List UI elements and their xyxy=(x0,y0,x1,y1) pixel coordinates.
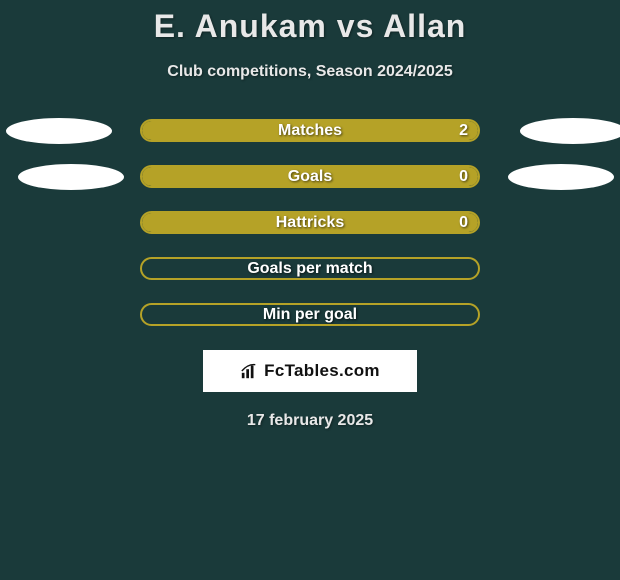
player-left-marker xyxy=(18,164,124,190)
stat-row-goals-per-match: Goals per match xyxy=(0,257,620,280)
stat-bar: Matches 2 xyxy=(140,119,480,142)
date-label: 17 february 2025 xyxy=(0,412,620,430)
stat-rows: Matches 2 Goals 0 Hattricks 0 xyxy=(0,119,620,326)
page-title: E. Anukam vs Allan xyxy=(0,8,620,45)
stat-row-matches: Matches 2 xyxy=(0,119,620,142)
stat-label: Goals per match xyxy=(247,260,372,278)
stat-value: 2 xyxy=(459,122,468,140)
player-right-marker xyxy=(508,164,614,190)
infographic-container: E. Anukam vs Allan Club competitions, Se… xyxy=(0,0,620,430)
stat-bar: Goals 0 xyxy=(140,165,480,188)
stat-row-hattricks: Hattricks 0 xyxy=(0,211,620,234)
stat-row-goals: Goals 0 xyxy=(0,165,620,188)
subtitle: Club competitions, Season 2024/2025 xyxy=(0,63,620,81)
stat-label: Matches xyxy=(278,122,342,140)
bar-chart-icon xyxy=(240,362,258,380)
stat-row-min-per-goal: Min per goal xyxy=(0,303,620,326)
stat-value: 0 xyxy=(459,214,468,232)
player-right-marker xyxy=(520,118,620,144)
stat-bar: Min per goal xyxy=(140,303,480,326)
player-left-marker xyxy=(6,118,112,144)
brand-attribution: FcTables.com xyxy=(203,350,417,392)
stat-value: 0 xyxy=(459,168,468,186)
stat-label: Hattricks xyxy=(276,214,344,232)
brand-text: FcTables.com xyxy=(264,361,380,381)
stat-label: Min per goal xyxy=(263,306,357,324)
stat-bar: Goals per match xyxy=(140,257,480,280)
stat-bar: Hattricks 0 xyxy=(140,211,480,234)
stat-label: Goals xyxy=(288,168,332,186)
